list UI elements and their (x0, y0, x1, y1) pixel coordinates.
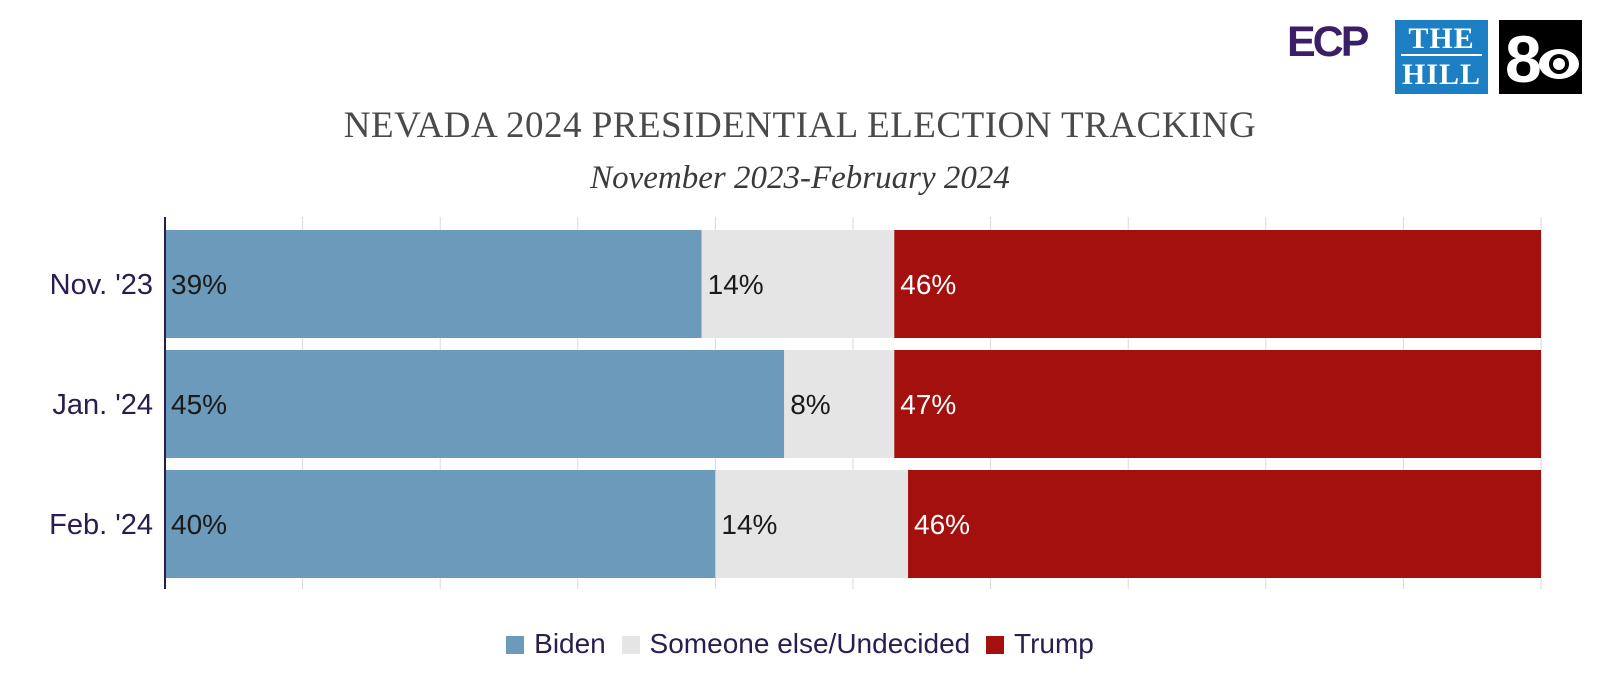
the-hill-logo-rule (1401, 54, 1482, 56)
cbs-channel-number: 8 (1505, 22, 1542, 94)
data-label: 45% (171, 389, 227, 420)
chart-legend: Biden Someone else/Undecided Trump (0, 628, 1600, 660)
data-label: 46% (900, 269, 956, 300)
data-label: 47% (900, 389, 956, 420)
cbs-eye-icon: 8 (1505, 22, 1579, 96)
ecp-logo: ECP (1287, 20, 1383, 64)
legend-item-biden: Biden (506, 628, 606, 660)
legend-item-undecided: Someone else/Undecided (621, 628, 971, 660)
chart-title: NEVADA 2024 PRESIDENTIAL ELECTION TRACKI… (343, 105, 1257, 146)
logo-group: ECP THE HILL 8 (1287, 20, 1582, 100)
the-hill-logo: THE HILL (1395, 20, 1488, 94)
legend-label-trump: Trump (1014, 628, 1094, 659)
data-label: 39% (171, 269, 227, 300)
bar-segment (701, 230, 895, 338)
legend-label-undecided: Someone else/Undecided (649, 628, 971, 659)
data-label: 46% (914, 509, 970, 540)
bar-segment (165, 230, 702, 338)
bar-segment (908, 470, 1541, 578)
bar-segment (894, 350, 1541, 458)
bar-segment (165, 470, 716, 578)
data-label: 14% (721, 509, 777, 540)
cbs-8-logo: 8 (1499, 20, 1582, 96)
the-hill-logo-line2: HILL (1401, 58, 1482, 91)
bar-segment (165, 350, 785, 458)
data-label: 40% (171, 509, 227, 540)
data-label: 14% (708, 269, 764, 300)
chart-subtitle: November 2023-February 2024 (590, 160, 1010, 196)
bar-segment (784, 350, 895, 458)
category-label: Feb. '24 (49, 509, 153, 541)
ecp-logo-text: ECP (1287, 18, 1369, 66)
legend-item-trump: Trump (986, 628, 1094, 660)
legend-swatch-biden (506, 636, 525, 654)
legend-label-biden: Biden (534, 628, 606, 659)
bar-segment (894, 230, 1541, 338)
bar-segment (715, 470, 909, 578)
category-label: Nov. '23 (50, 269, 153, 301)
category-label: Jan. '24 (52, 389, 153, 421)
legend-swatch-trump (986, 636, 1004, 654)
data-label: 8% (790, 389, 830, 420)
legend-swatch-undecided (621, 636, 640, 654)
the-hill-logo-line1: THE (1408, 22, 1475, 55)
